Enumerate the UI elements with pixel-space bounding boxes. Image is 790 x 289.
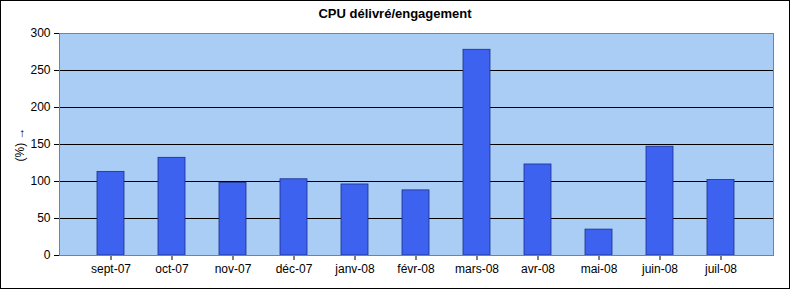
svg-text:mai-08: mai-08	[581, 262, 618, 276]
svg-text:févr-08: févr-08	[397, 262, 435, 276]
svg-text:janv-08: janv-08	[334, 262, 375, 276]
svg-text:150: 150	[30, 137, 50, 151]
svg-text:avr-08: avr-08	[521, 262, 555, 276]
svg-text:50: 50	[37, 211, 51, 225]
html-text:CPU délivré/engagement: CPU délivré/engagement	[318, 6, 472, 21]
svg-text:200: 200	[30, 100, 50, 114]
svg-text:juin-08: juin-08	[641, 262, 678, 276]
svg-text:(%) →: (%) →	[13, 128, 27, 162]
svg-text:250: 250	[30, 63, 50, 77]
svg-text:mars-08: mars-08	[455, 262, 499, 276]
svg-text:oct-07: oct-07	[155, 262, 189, 276]
svg-text:100: 100	[30, 174, 50, 188]
svg-text:nov-07: nov-07	[215, 262, 252, 276]
svg-text:déc-07: déc-07	[276, 262, 313, 276]
svg-text:juil-08: juil-08	[704, 262, 737, 276]
svg-text:0: 0	[44, 248, 51, 262]
svg-text:sept-07: sept-07	[91, 262, 131, 276]
svg-text:300: 300	[30, 26, 50, 40]
